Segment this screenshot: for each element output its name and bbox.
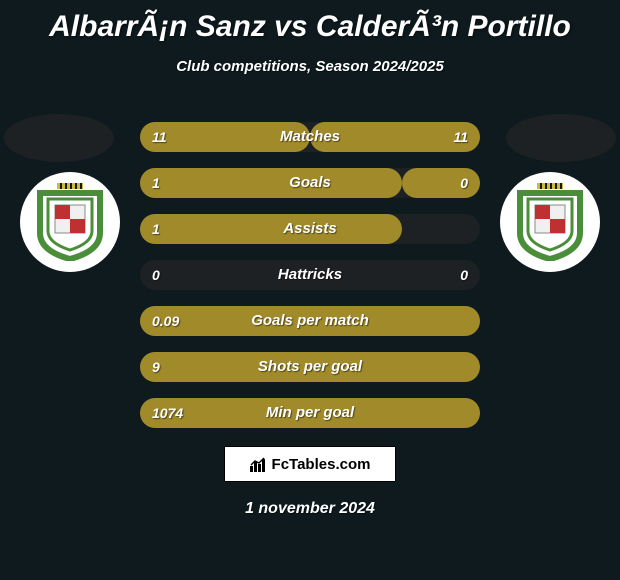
stat-value-left: 9 [152,352,160,382]
stat-value-left: 1 [152,168,160,198]
crest-icon [37,183,103,261]
brand-text: FcTables.com [272,456,371,473]
stat-label: Assists [140,214,480,244]
stat-row: Hattricks0 0 [140,260,480,290]
stat-row: Shots per goal9 [140,352,480,382]
stat-row: Goals per match0.09 [140,306,480,336]
stat-value-right: 0 [460,168,468,198]
stat-row: Min per goal1074 [140,398,480,428]
decorative-ellipse-right [506,114,616,162]
chart-icon [250,456,268,472]
stat-value-left: 0 [152,260,160,290]
team-crest-left [20,172,120,272]
team-crest-right [500,172,600,272]
stat-row: Assists1 [140,214,480,244]
page-subtitle: Club competitions, Season 2024/2025 [0,58,620,75]
decorative-ellipse-left [4,114,114,162]
stat-label: Shots per goal [140,352,480,382]
footer-date: 1 november 2024 [0,500,620,518]
stat-value-left: 0.09 [152,306,179,336]
stat-label: Min per goal [140,398,480,428]
stat-label: Goals per match [140,306,480,336]
stats-bars-container: Matches1111Goals10Assists1Hattricks00Goa… [140,122,480,444]
crest-icon [517,183,583,261]
stat-label: Hattricks [140,260,480,290]
stat-label: Goals [140,168,480,198]
stat-label: Matches [140,122,480,152]
stat-value-right: 11 [453,122,468,152]
stat-row: Matches11 11 [140,122,480,152]
stat-value-left: 11 [152,122,167,152]
brand-badge: FcTables.com [224,446,396,482]
stat-value-right: 0 [460,260,468,290]
stat-value-left: 1074 [152,398,183,428]
stat-value-left: 1 [152,214,160,244]
page-title: AlbarrÃ¡n Sanz vs CalderÃ³n Portillo [0,0,620,44]
stat-row: Goals1 0 [140,168,480,198]
